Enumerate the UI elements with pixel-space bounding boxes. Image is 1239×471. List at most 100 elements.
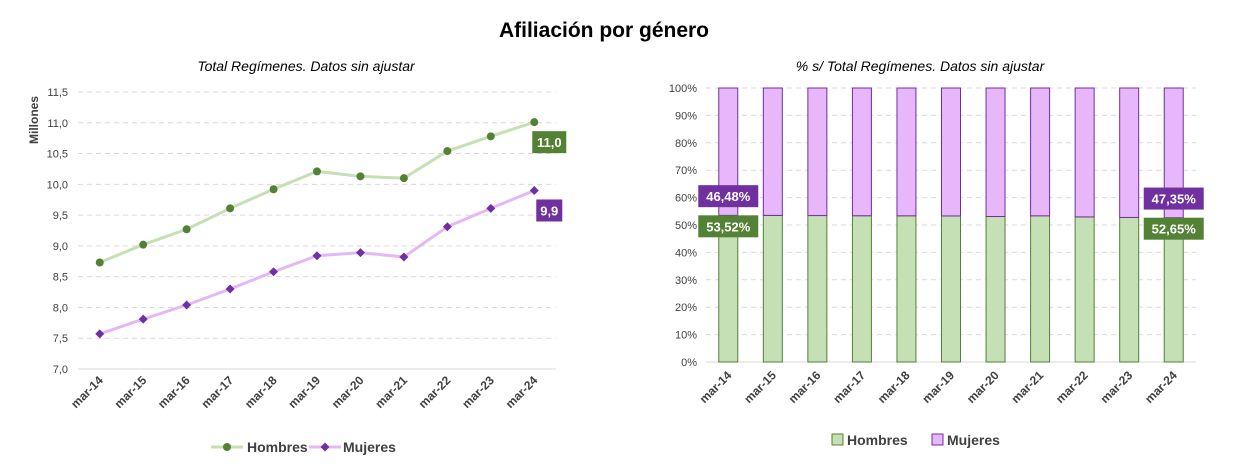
y-tick-label: 10% xyxy=(675,330,697,342)
y-tick-label: 9,0 xyxy=(53,241,68,253)
data-point-mujeres xyxy=(95,329,105,339)
bar-hombres xyxy=(1119,216,1140,363)
y-tick-label: 10,5 xyxy=(47,149,68,161)
bar-mujeres xyxy=(807,87,828,217)
data-point-hombres xyxy=(399,174,408,183)
data-label: 46,48% xyxy=(706,189,751,204)
stacked-bar-chart: % s/ Total Regímenes. Datos sin ajustar 0… xyxy=(669,58,1204,448)
figure-title: Afiliación por género xyxy=(499,19,709,42)
x-tick-label: mar-19 xyxy=(285,373,323,411)
x-tick-label: mar-20 xyxy=(964,368,1002,406)
data-point-mujeres xyxy=(486,203,496,213)
data-label-box xyxy=(532,131,567,154)
data-label-box xyxy=(1143,187,1204,210)
bar-hombres xyxy=(1030,215,1051,363)
y-tick-label: 11,5 xyxy=(47,87,68,99)
y-tick-label: 90% xyxy=(675,110,697,122)
x-tick-label: mar-18 xyxy=(242,373,280,411)
data-label: 11,0 xyxy=(537,135,562,150)
x-tick-label: mar-24 xyxy=(503,373,541,411)
x-tick-label: mar-14 xyxy=(697,368,735,406)
data-label-box xyxy=(698,185,759,208)
x-tick-label: mar-22 xyxy=(416,373,454,411)
x-tick-label: mar-15 xyxy=(112,373,150,411)
x-tick-label: mar-22 xyxy=(1053,368,1091,406)
bar-hombres xyxy=(985,216,1006,363)
x-tick-label: mar-16 xyxy=(155,373,193,411)
y-tick-label: 60% xyxy=(675,193,697,205)
legend-marker-hombres xyxy=(223,443,231,451)
line-chart: Total Regímenes. Datos sin ajustar 7,0 7,5… xyxy=(27,58,567,455)
bar-hombres xyxy=(851,215,872,363)
data-point-hombres xyxy=(313,167,321,176)
x-tick-label: mar-23 xyxy=(459,373,497,411)
bar-mujeres xyxy=(985,87,1006,218)
data-point-hombres xyxy=(226,204,235,213)
data-point-mujeres xyxy=(225,284,235,294)
data-label: 53,52% xyxy=(706,219,751,234)
data-point-hombres xyxy=(530,118,539,127)
data-point-mujeres xyxy=(269,267,279,277)
y-tick-label: 0% xyxy=(681,357,697,369)
data-point-hombres xyxy=(486,132,495,141)
data-label: 52,65% xyxy=(1152,222,1197,237)
bar-hombres xyxy=(718,214,739,363)
legend-label-hombres: Hombres xyxy=(847,432,908,448)
data-point-mujeres xyxy=(355,248,365,258)
bar-mujeres xyxy=(1074,87,1095,218)
data-point-mujeres xyxy=(312,251,322,261)
bar-chart-title: % s/ Total Regímenes. Datos sin ajustar xyxy=(796,58,1046,74)
data-point-mujeres xyxy=(182,300,192,310)
y-tick-label: 11,0 xyxy=(47,118,68,130)
y-tick-label: 100% xyxy=(669,83,697,95)
legend-marker-mujeres xyxy=(320,442,330,452)
data-label: 47,35% xyxy=(1152,192,1197,207)
bar-mujeres xyxy=(762,87,783,216)
legend-label-hombres: Hombres xyxy=(247,439,308,455)
data-point-hombres xyxy=(269,185,278,194)
series-line-hombres xyxy=(99,120,535,264)
bar-hombres xyxy=(762,214,783,363)
bar-hombres xyxy=(941,215,961,363)
x-tick-label: mar-14 xyxy=(68,373,106,411)
x-tick-label: mar-15 xyxy=(741,368,779,406)
data-label-box xyxy=(1143,217,1204,240)
y-tick-label: 20% xyxy=(675,302,697,314)
x-tick-label: mar-17 xyxy=(198,373,236,411)
data-point-mujeres xyxy=(138,314,148,324)
y-tick-label: 50% xyxy=(675,220,697,232)
data-point-hombres xyxy=(182,225,191,234)
data-point-hombres xyxy=(356,172,365,181)
y-tick-label: 70% xyxy=(675,165,697,177)
bar-hombres xyxy=(1074,216,1095,363)
legend-label-mujeres: Mujeres xyxy=(343,439,396,455)
data-point-hombres xyxy=(139,240,148,249)
y-tick-label: 8,5 xyxy=(53,272,68,284)
line-chart-title: Total Regímenes. Datos sin ajustar xyxy=(197,58,416,74)
x-tick-label: mar-16 xyxy=(786,368,824,406)
bar-mujeres xyxy=(1119,87,1140,218)
bar-mujeres xyxy=(851,87,872,217)
x-tick-label: mar-21 xyxy=(372,373,410,411)
y-tick-label: 8,0 xyxy=(53,302,68,314)
data-label-box xyxy=(698,215,759,238)
data-point-hombres xyxy=(443,147,452,156)
x-tick-label: mar-19 xyxy=(919,368,957,406)
data-label: 9,9 xyxy=(540,203,558,218)
y-tick-label: 10,0 xyxy=(47,179,68,191)
x-tick-label: mar-21 xyxy=(1008,368,1046,406)
legend-swatch-mujeres xyxy=(931,433,944,446)
y-tick-label: 9,5 xyxy=(53,210,68,222)
legend-label-mujeres: Mujeres xyxy=(947,432,1000,448)
bar-mujeres xyxy=(896,87,917,217)
y-tick-label: 30% xyxy=(675,275,697,287)
y-tick-label: 80% xyxy=(675,138,697,150)
data-point-mujeres xyxy=(529,185,539,195)
series-line-mujeres xyxy=(99,189,535,336)
data-point-mujeres xyxy=(442,222,452,232)
bar-hombres xyxy=(896,215,917,363)
x-tick-label: mar-20 xyxy=(329,373,367,411)
bar-mujeres xyxy=(941,87,961,217)
legend-swatch-hombres xyxy=(831,433,844,446)
